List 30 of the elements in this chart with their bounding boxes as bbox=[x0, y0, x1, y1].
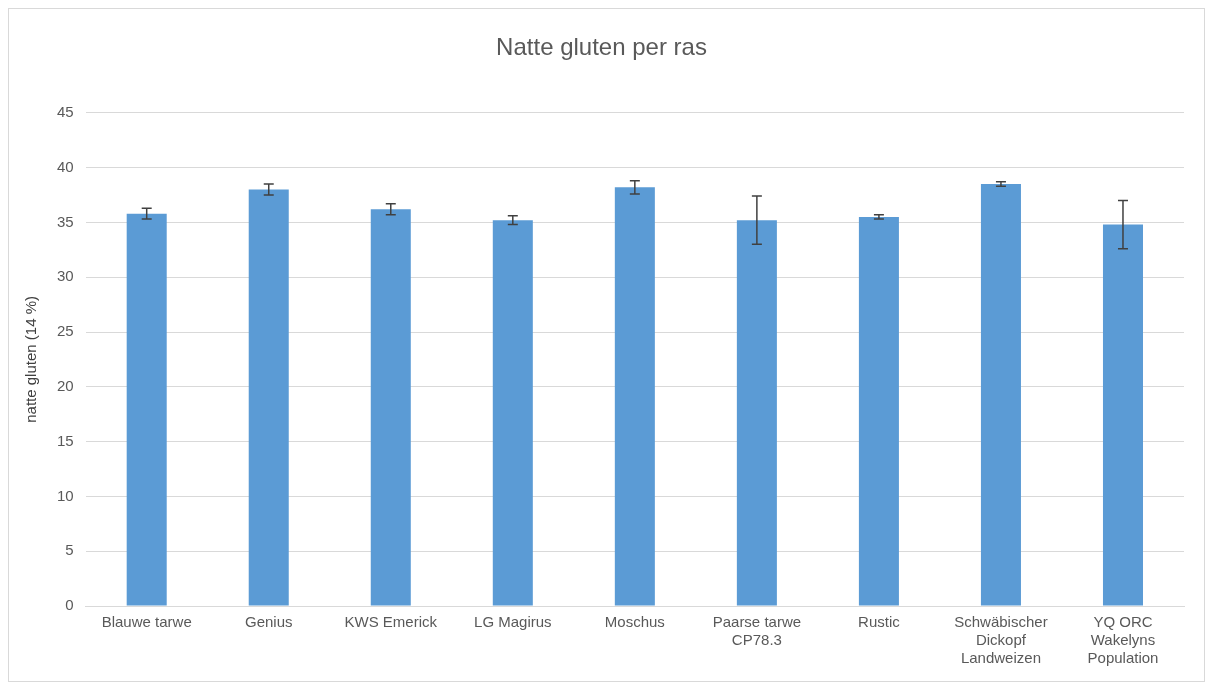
y-tick-label: 0 bbox=[65, 596, 74, 614]
x-tick-label: Schwäbischer Dickopf Landweizen bbox=[954, 613, 1048, 667]
x-tick-label: Genius bbox=[244, 613, 293, 631]
bar bbox=[858, 216, 899, 606]
bar bbox=[126, 213, 167, 606]
x-tick-label: LG Magirus bbox=[474, 613, 552, 631]
y-tick-label: 10 bbox=[57, 486, 74, 504]
x-tick-label: YQ ORC Wakelyns Population bbox=[1087, 613, 1159, 667]
y-tick-label: 30 bbox=[57, 267, 74, 285]
x-tick-label: Paarse tarwe CP78.3 bbox=[712, 613, 802, 649]
bar bbox=[980, 184, 1021, 606]
x-tick-label: Blauwe tarwe bbox=[101, 613, 192, 631]
bar bbox=[1102, 224, 1143, 606]
y-tick-label: 25 bbox=[57, 322, 74, 340]
y-tick-label: 5 bbox=[65, 541, 74, 559]
bar bbox=[736, 220, 777, 606]
y-tick-label: 20 bbox=[57, 376, 74, 394]
bar bbox=[614, 187, 655, 606]
bar bbox=[248, 189, 289, 606]
y-tick-label: 45 bbox=[57, 102, 74, 120]
y-tick-label: 40 bbox=[57, 157, 74, 175]
x-tick-label: Moschus bbox=[604, 613, 665, 631]
bar bbox=[370, 209, 411, 606]
y-axis-title: natte gluten (14 %) bbox=[22, 296, 40, 423]
y-tick-label: 15 bbox=[57, 431, 74, 449]
x-tick-label: Rustic bbox=[858, 613, 901, 631]
bar bbox=[492, 220, 533, 606]
y-tick-label: 35 bbox=[57, 212, 74, 230]
x-tick-label: KWS Emerick bbox=[344, 613, 438, 631]
chart-title: Natte gluten per ras bbox=[496, 33, 707, 61]
